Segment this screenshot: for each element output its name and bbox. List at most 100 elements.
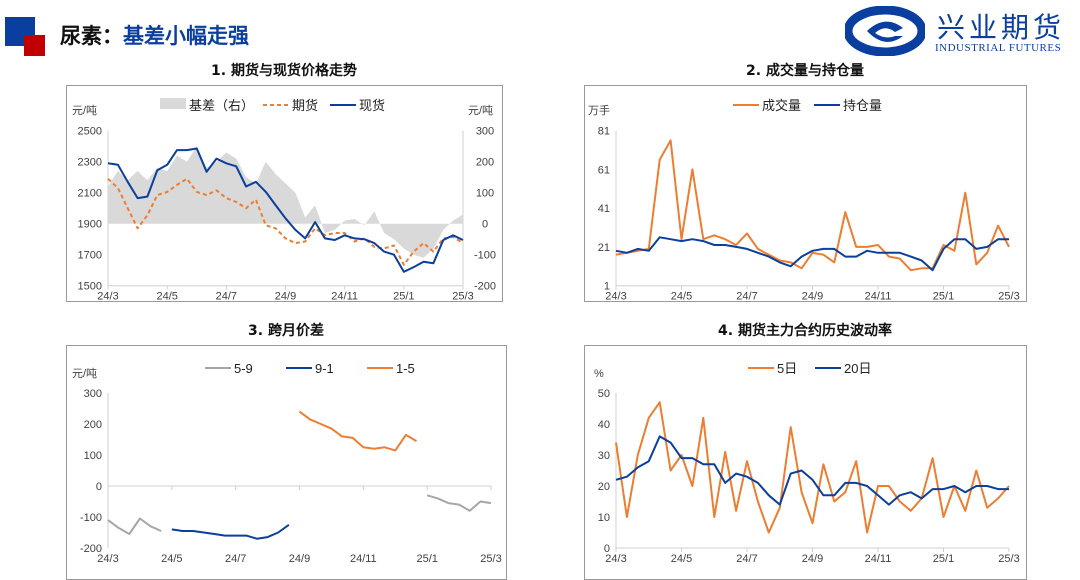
y-tick-label: 2300 bbox=[78, 157, 102, 169]
series-line-2 bbox=[615, 435, 1009, 506]
y-tick-label: 30 bbox=[598, 450, 610, 462]
series-line-1 bbox=[615, 401, 1010, 534]
x-tick-label: 24/5 bbox=[156, 291, 177, 303]
x-tick-label: 24/11 bbox=[865, 553, 892, 565]
legend-label: 5-9 bbox=[234, 361, 253, 376]
x-tick-label: 24/3 bbox=[605, 291, 626, 303]
series-line-2 bbox=[107, 177, 464, 266]
x-tick-label: 24/9 bbox=[802, 291, 823, 303]
legend-swatch bbox=[160, 98, 186, 109]
y-tick-label: 40 bbox=[598, 419, 610, 431]
legend-label: 5日 bbox=[777, 361, 797, 376]
legend-label: 基差（右） bbox=[189, 98, 254, 113]
x-tick-label: 24/5 bbox=[671, 553, 692, 565]
series-line-1 bbox=[107, 494, 492, 535]
y2-tick-label: 200 bbox=[476, 157, 494, 169]
x-tick-label: 24/5 bbox=[161, 553, 182, 565]
y-tick-label: 1900 bbox=[78, 219, 102, 231]
chart-2: 81 61 41 21 124/3 24/5 24/7 24/9 24/11 25/1 25/3 万手… bbox=[588, 98, 1020, 303]
series-line-1 bbox=[615, 139, 1010, 272]
legend-label: 期货 bbox=[292, 98, 318, 113]
series-line-2 bbox=[171, 523, 290, 540]
chart-1-panel bbox=[66, 85, 503, 302]
y2-tick-label: -200 bbox=[474, 281, 496, 293]
y2-tick-label: 100 bbox=[476, 188, 494, 200]
legend-label: 9-1 bbox=[315, 361, 334, 376]
x-tick-label: 25/1 bbox=[393, 291, 414, 303]
x-tick-label: 24/3 bbox=[97, 291, 118, 303]
legend-label: 成交量 bbox=[762, 98, 801, 113]
y-tick-label: 1 bbox=[604, 281, 610, 293]
y-tick-label: 300 bbox=[84, 388, 102, 400]
y2-unit-label: 元/吨 bbox=[468, 104, 493, 117]
y-tick-label: -200 bbox=[80, 543, 102, 555]
y-tick-label: 61 bbox=[598, 164, 610, 176]
legend-label: 20日 bbox=[844, 361, 871, 376]
series-line-3 bbox=[107, 147, 464, 273]
series-basis-area bbox=[108, 146, 463, 258]
y-tick-label: 10 bbox=[598, 512, 610, 524]
y-tick-label: 1700 bbox=[78, 250, 102, 262]
y-unit-label: % bbox=[594, 368, 604, 380]
y-tick-label: 41 bbox=[598, 203, 610, 215]
y-tick-label: 20 bbox=[598, 481, 610, 493]
legend-label: 现货 bbox=[359, 98, 385, 113]
legend-label: 1-5 bbox=[396, 361, 415, 376]
y-tick-label: 0 bbox=[604, 543, 610, 555]
x-tick-label: 24/9 bbox=[275, 291, 296, 303]
chart-1-title: 1. 期货与现货价格走势 bbox=[211, 63, 357, 79]
chart-1: 2500 2300 2100 1900 1700 1500 300 200 100 0 -100 -2… bbox=[72, 98, 496, 303]
x-tick-label: 25/3 bbox=[998, 291, 1019, 303]
page-title: 尿素：基差小幅走强 bbox=[60, 20, 249, 50]
x-tick-label: 24/11 bbox=[865, 291, 892, 303]
x-tick-label: 24/7 bbox=[216, 291, 237, 303]
y-tick-label: 2500 bbox=[78, 126, 102, 138]
y-tick-label: 200 bbox=[84, 419, 102, 431]
x-tick-label: 24/3 bbox=[97, 553, 118, 565]
x-tick-label: 25/3 bbox=[480, 553, 501, 565]
x-tick-label: 24/7 bbox=[736, 553, 757, 565]
y2-tick-label: 0 bbox=[482, 219, 488, 231]
x-tick-label: 25/1 bbox=[933, 291, 954, 303]
y-unit-label: 元/吨 bbox=[72, 367, 97, 380]
x-tick-label: 24/7 bbox=[736, 291, 757, 303]
chart-4-title: 4. 期货主力合约历史波动率 bbox=[718, 323, 892, 339]
x-tick-label: 24/7 bbox=[225, 553, 246, 565]
x-tick-label: 24/5 bbox=[671, 291, 692, 303]
series-line-2 bbox=[615, 236, 1009, 272]
title-prefix: 尿素： bbox=[60, 24, 123, 48]
series-line-3 bbox=[298, 410, 418, 452]
y-tick-label: 2100 bbox=[78, 188, 102, 200]
chart-2-title: 2. 成交量与持仓量 bbox=[746, 63, 864, 79]
chart-3-title: 3. 跨月价差 bbox=[248, 323, 324, 339]
y-unit-label: 元/吨 bbox=[72, 104, 97, 117]
y-tick-label: 1500 bbox=[78, 281, 102, 293]
x-tick-label: 24/3 bbox=[605, 553, 626, 565]
legend-label: 持仓量 bbox=[843, 98, 882, 113]
y-tick-label: 50 bbox=[598, 388, 610, 400]
y-unit-label: 万手 bbox=[588, 103, 610, 117]
brand-square-red bbox=[24, 35, 45, 56]
y-tick-label: -100 bbox=[80, 512, 102, 524]
x-tick-label: 24/9 bbox=[289, 553, 310, 565]
x-tick-label: 25/1 bbox=[933, 553, 954, 565]
y-tick-label: 21 bbox=[598, 242, 610, 254]
x-tick-label: 24/11 bbox=[350, 553, 377, 565]
y2-tick-label: 300 bbox=[476, 126, 494, 138]
title-headline: 基差小幅走强 bbox=[123, 24, 249, 48]
x-tick-label: 24/9 bbox=[802, 553, 823, 565]
logo-emblem-icon bbox=[843, 5, 927, 57]
x-tick-label: 25/3 bbox=[452, 291, 473, 303]
x-tick-label: 24/11 bbox=[331, 291, 358, 303]
y-tick-label: 100 bbox=[84, 450, 102, 462]
chart-4: 50 40 30 20 10 024/3 24/5 24/7 24/9 24/11 25/1 25/3… bbox=[594, 361, 1020, 565]
chart-2-panel bbox=[584, 85, 1027, 302]
company-logo: 兴业期货 INDUSTRIAL FUTURES bbox=[843, 5, 1080, 57]
y-tick-label: 81 bbox=[598, 126, 610, 138]
y-tick-label: 0 bbox=[96, 481, 102, 493]
x-tick-label: 25/1 bbox=[416, 553, 437, 565]
logo-cn-text: 兴业期货 bbox=[937, 11, 1066, 44]
logo-en-text: INDUSTRIAL FUTURES bbox=[935, 42, 1062, 54]
